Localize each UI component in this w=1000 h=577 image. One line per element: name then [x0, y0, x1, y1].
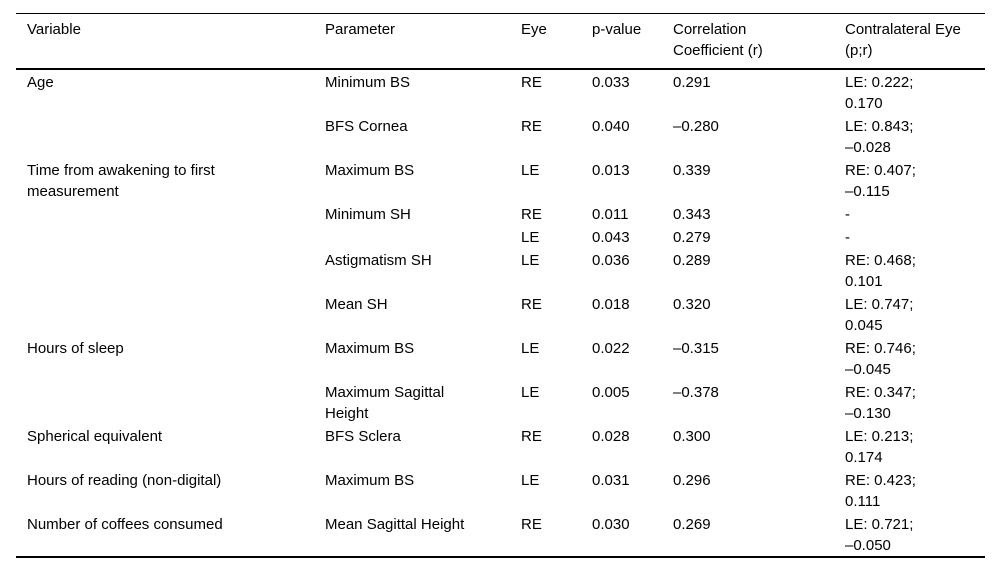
table-row: Astigmatism SH LE 0.036 0.289 RE: 0.468; 0.1… [16, 248, 985, 292]
table-cell: –0.280 [673, 118, 719, 135]
table-row: Age Minimum BS RE 0.033 0.291 LE: 0.222; 0.17… [16, 69, 985, 114]
table-cell: LE: 0.843; –0.028 [845, 118, 914, 156]
table-cell: 0.028 [592, 428, 630, 445]
table-cell [16, 202, 325, 225]
table-cell [16, 225, 325, 248]
table-cell: RE: 0.347; –0.130 [845, 384, 916, 422]
table-cell: RE: 0.746; –0.045 [845, 340, 916, 378]
table-cell: RE [521, 516, 542, 533]
table-cell: 0.296 [673, 472, 711, 489]
table-cell: Minimum SH [325, 206, 411, 223]
column-header: Contralateral Eye (p;r) [845, 13, 985, 70]
column-header: Parameter [325, 13, 521, 70]
table-cell: RE: 0.423; 0.111 [845, 472, 916, 510]
table-cell: LE [521, 384, 540, 401]
table-cell: 0.300 [673, 428, 711, 445]
table-cell: –0.378 [673, 384, 719, 401]
column-header: Variable [16, 13, 325, 70]
table-row: Maximum Sagittal Height LE 0.005 –0.378 RE: … [16, 380, 985, 424]
table-header: Variable Parameter Eye p-value Correlation C… [16, 13, 985, 70]
table-cell: 0.291 [673, 74, 711, 91]
table-cell: 0.279 [673, 229, 711, 246]
table-cell: –0.315 [673, 340, 719, 357]
table-cell [16, 292, 325, 336]
table-row: Number of coffees consumed Mean Sagittal … [16, 512, 985, 557]
table-row: Mean SH RE 0.018 0.320 LE: 0.747; 0.045 [16, 292, 985, 336]
table-cell: 0.339 [673, 162, 711, 179]
table-cell: 0.269 [673, 516, 711, 533]
table-cell: 0.289 [673, 252, 711, 269]
table-row: Hours of reading (non-digital) Maximum BS… [16, 468, 985, 512]
table-cell: Time from awakening to first measurement [27, 162, 215, 200]
table-row: Minimum SH RE 0.011 0.343 - [16, 202, 985, 225]
table-cell: 0.033 [592, 74, 630, 91]
table-cell [16, 380, 325, 424]
table-cell: LE [521, 229, 540, 246]
table-cell: Number of coffees consumed [27, 516, 223, 533]
column-header: p-value [592, 13, 673, 70]
table-row: BFS Cornea RE 0.040 –0.280 LE: 0.843; –0.028 [16, 114, 985, 158]
table-row: LE 0.043 0.279 - [16, 225, 985, 248]
table-cell: Spherical equivalent [27, 428, 163, 445]
table-cell: 0.040 [592, 118, 630, 135]
table-cell: LE: 0.222; 0.170 [845, 74, 914, 112]
table-cell: Minimum BS [325, 74, 411, 91]
table-cell: LE [521, 340, 540, 357]
table-cell: 0.320 [673, 296, 711, 313]
table-body: Age Minimum BS RE 0.033 0.291 LE: 0.222; 0.17… [16, 69, 985, 557]
table-cell: RE [521, 118, 542, 135]
table-cell: Astigmatism SH [325, 252, 432, 269]
table-cell: RE [521, 74, 542, 91]
header-row: Variable Parameter Eye p-value Correlation C… [16, 13, 985, 70]
table-cell [16, 248, 325, 292]
table-cell: 0.343 [673, 206, 711, 223]
table-cell: LE: 0.747; 0.045 [845, 296, 914, 334]
table-row: Spherical equivalent BFS Sclera RE 0.028 0.3… [16, 424, 985, 468]
table-cell: Mean Sagittal Height [325, 516, 465, 533]
table-cell: Maximum Sagittal Height [325, 384, 445, 422]
table-cell: RE: 0.407; –0.115 [845, 162, 916, 200]
table-cell: RE [521, 428, 542, 445]
table-row: Time from awakening to first measurement… [16, 158, 985, 202]
table-cell: 0.013 [592, 162, 630, 179]
table-cell: - [845, 229, 850, 246]
correlation-table: Variable Parameter Eye p-value Correlation C… [16, 13, 985, 558]
table-cell: BFS Cornea [325, 118, 408, 135]
table-cell: LE [521, 252, 540, 269]
table-cell: Maximum BS [325, 340, 415, 357]
table-cell: LE: 0.721; –0.050 [845, 516, 914, 554]
table-cell: Mean SH [325, 296, 388, 313]
table-cell: LE [521, 162, 540, 179]
table-cell: 0.022 [592, 340, 630, 357]
column-header: Eye [521, 13, 592, 70]
table-cell: BFS Sclera [325, 428, 401, 445]
table-cell: LE: 0.213; 0.174 [845, 428, 914, 466]
table-cell: 0.011 [592, 206, 629, 223]
table-cell: 0.030 [592, 516, 630, 533]
table-cell: Maximum BS [325, 162, 415, 179]
table-cell: LE [521, 472, 540, 489]
table-cell: - [845, 206, 850, 223]
table-cell: 0.018 [592, 296, 630, 313]
table-cell: RE [521, 206, 542, 223]
table-row: Hours of sleep Maximum BS LE 0.022 –0.315 RE:… [16, 336, 985, 380]
table-cell [16, 114, 325, 158]
table-cell: 0.031 [592, 472, 630, 489]
table-cell: Hours of reading (non-digital) [27, 472, 222, 489]
table-cell: 0.043 [592, 229, 630, 246]
table-cell: RE [521, 296, 542, 313]
column-header: Correlation Coefficient (r) [673, 13, 845, 70]
table-cell [325, 225, 521, 248]
table-cell: RE: 0.468; 0.101 [845, 252, 916, 290]
table-cell: Maximum BS [325, 472, 415, 489]
table-cell: 0.005 [592, 384, 630, 401]
table-cell: Age [27, 74, 54, 91]
table-cell: Hours of sleep [27, 340, 124, 357]
table-cell: 0.036 [592, 252, 630, 269]
